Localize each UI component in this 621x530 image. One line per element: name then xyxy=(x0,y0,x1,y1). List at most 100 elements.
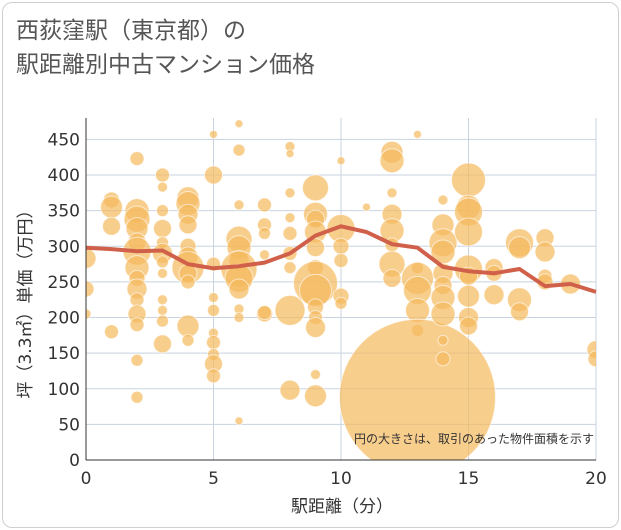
bubble-point xyxy=(257,305,272,321)
bubble-point xyxy=(100,195,123,219)
bubble-point xyxy=(157,181,168,193)
size-annotation: 円の大きさは、取引のあった物件面積を示す xyxy=(354,431,594,446)
bubble-point xyxy=(156,314,169,328)
bubble-point xyxy=(157,304,168,316)
bubble-point xyxy=(129,151,145,167)
bubble-point xyxy=(483,284,505,306)
bubble-point xyxy=(234,416,244,426)
bubble-point xyxy=(180,274,196,290)
bubble-point xyxy=(178,215,198,235)
bubble-point xyxy=(362,202,371,212)
chart-title-line1: 西荻窪駅（東京都）の xyxy=(16,18,246,44)
bubble-point xyxy=(274,294,306,326)
axes: 0 50 100 150 200 250 300 350 400 450 0 5 10 15 20 xyxy=(48,118,607,489)
bubble-point xyxy=(510,302,529,322)
y-tick-label: 250 xyxy=(48,273,80,293)
bubble-point xyxy=(258,226,271,240)
y-tick-label: 200 xyxy=(48,309,80,329)
bubble-point xyxy=(86,280,95,298)
bubble-point xyxy=(156,255,169,269)
bubble-point xyxy=(451,162,486,198)
bubble-point xyxy=(334,296,348,310)
bubble-point xyxy=(86,247,97,269)
bubble-point xyxy=(157,267,168,279)
bubble-point xyxy=(437,194,449,206)
bubble-point xyxy=(332,237,350,255)
bubble-point xyxy=(130,353,144,367)
bubble-point xyxy=(228,278,250,300)
y-tick-label: 50 xyxy=(58,415,80,435)
bubble-point xyxy=(305,316,326,338)
bubble-point xyxy=(302,174,329,202)
bubble-point xyxy=(181,333,195,347)
bubble-point xyxy=(459,316,478,336)
bubble-point xyxy=(156,204,169,218)
bubble-point xyxy=(454,217,483,247)
x-tick-label: 5 xyxy=(208,469,219,489)
bubble-point xyxy=(104,324,119,340)
bubble-point xyxy=(233,312,245,323)
bubble-point xyxy=(153,334,172,354)
x-tick-label: 15 xyxy=(458,469,480,489)
bubble-point xyxy=(153,218,172,238)
y-tick-label: 350 xyxy=(48,202,80,222)
bubble-point xyxy=(232,143,246,157)
bubble-point xyxy=(206,334,221,350)
bubble-point xyxy=(457,284,480,308)
x-axis-label: 駅距離（分） xyxy=(291,497,393,517)
bubble-point xyxy=(283,261,297,275)
bubble-point xyxy=(129,317,145,333)
x-tick-label: 10 xyxy=(330,469,352,489)
bubble-point xyxy=(284,187,296,199)
y-tick-label: 400 xyxy=(48,166,80,186)
y-tick-label: 0 xyxy=(69,451,80,471)
bubble-point xyxy=(206,368,221,384)
bubble-point xyxy=(279,379,301,401)
trend-line xyxy=(85,224,597,294)
y-axis-label: 坪（3.3㎡）単価（万円） xyxy=(16,201,36,398)
bubble-point xyxy=(233,199,245,211)
chart-title-line2: 駅距離別中古マンション価格 xyxy=(16,52,315,78)
bubble-point xyxy=(204,165,223,185)
bubble-point xyxy=(157,294,168,306)
bubble-point xyxy=(587,350,596,368)
bubble-point xyxy=(333,253,349,268)
bubble-point xyxy=(435,351,451,367)
bubble-point xyxy=(259,249,270,261)
bubble-point xyxy=(176,314,200,338)
trend-line-group xyxy=(85,224,597,294)
bubble-point xyxy=(209,129,218,139)
y-tick-label: 100 xyxy=(48,380,80,400)
y-tick-label: 300 xyxy=(48,237,80,257)
bubble-point xyxy=(304,384,327,408)
bubble-point xyxy=(285,149,295,159)
bubble-point xyxy=(339,318,496,460)
bubble-point xyxy=(130,390,144,404)
bubble-point xyxy=(405,297,430,323)
bubble-point xyxy=(413,129,422,139)
bubble-point xyxy=(336,156,346,166)
bubble-point xyxy=(155,167,170,183)
bubble-point xyxy=(430,301,456,327)
bubble-point xyxy=(284,212,296,224)
bubble-point xyxy=(310,369,321,380)
bubble-point xyxy=(379,148,405,174)
y-tick-label: 450 xyxy=(48,130,80,150)
bubble-point xyxy=(208,292,219,304)
bubble-point xyxy=(257,197,272,213)
y-tick-label: 150 xyxy=(48,344,80,364)
bubble-point xyxy=(102,216,121,236)
bubble-point xyxy=(282,225,298,241)
bubble-point xyxy=(534,241,556,263)
bubble-point xyxy=(437,334,449,346)
chart-title: 西荻窪駅（東京都）の 駅距離別中古マンション価格 xyxy=(16,14,315,82)
x-tick-label: 0 xyxy=(81,469,92,489)
bubble-point xyxy=(306,238,325,258)
bubble-point xyxy=(86,308,92,320)
bubble-point xyxy=(207,303,220,317)
bubble-point xyxy=(508,236,531,260)
x-tick-label: 20 xyxy=(585,469,607,489)
bubble-point xyxy=(382,268,402,288)
bubble-point xyxy=(386,187,398,199)
